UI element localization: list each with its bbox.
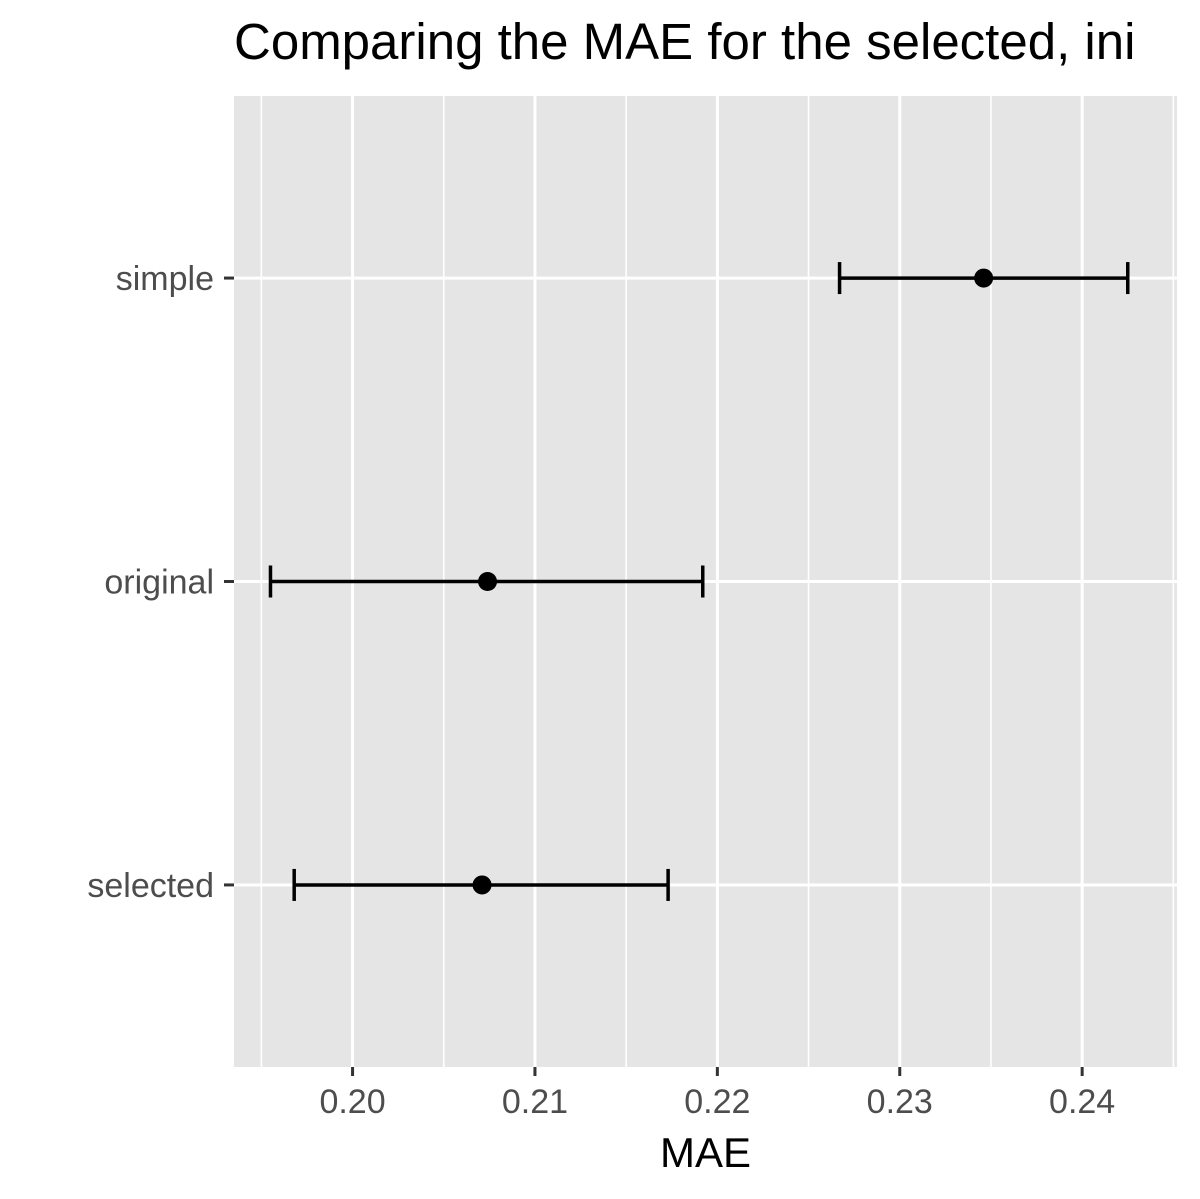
x-tick-label: 0.20	[319, 1083, 385, 1121]
errorbar-original	[268, 565, 705, 598]
axes: 0.20 0.21 0.22 0.23 0.24 selected original simp…	[87, 260, 1115, 1121]
data-point	[472, 875, 492, 895]
x-tick-label: 0.21	[502, 1083, 568, 1121]
y-tick-label: simple	[116, 260, 214, 298]
data-point	[478, 572, 498, 591]
x-tick-label: 0.22	[684, 1083, 750, 1121]
data-marks	[268, 262, 1130, 901]
y-tick-label: original	[104, 564, 214, 602]
errorbar-simple	[837, 262, 1130, 295]
y-tick-label: selected	[87, 867, 214, 905]
data-point	[974, 268, 994, 288]
x-axis-title: MAE	[660, 1129, 751, 1176]
chart-title: Comparing the MAE for the selected, ini	[234, 13, 1136, 70]
x-tick-label: 0.23	[867, 1083, 933, 1121]
x-tick-label: 0.24	[1049, 1083, 1115, 1121]
errorbar-selected	[292, 868, 670, 901]
